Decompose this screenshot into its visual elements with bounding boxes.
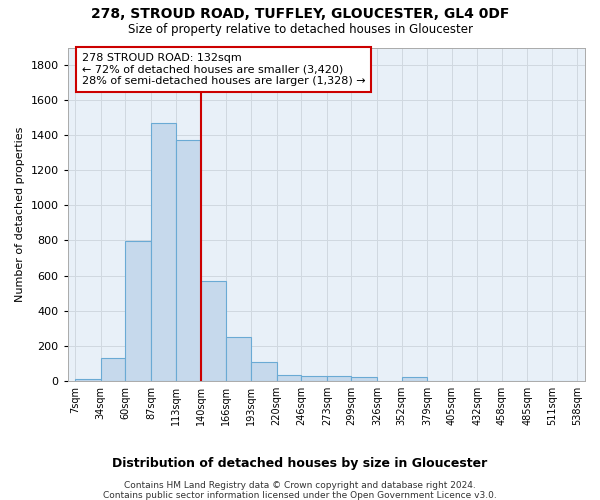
Text: Contains public sector information licensed under the Open Government Licence v3: Contains public sector information licen… [103, 491, 497, 500]
Bar [101, 358, 125, 381]
Bar [277, 374, 301, 381]
Bar [401, 378, 427, 381]
Bar [226, 338, 251, 381]
Bar [125, 242, 151, 381]
Y-axis label: Number of detached properties: Number of detached properties [15, 126, 25, 302]
Bar [75, 379, 101, 381]
Text: Distribution of detached houses by size in Gloucester: Distribution of detached houses by size … [112, 458, 488, 470]
Bar [352, 378, 377, 381]
Text: 278, STROUD ROAD, TUFFLEY, GLOUCESTER, GL4 0DF: 278, STROUD ROAD, TUFFLEY, GLOUCESTER, G… [91, 8, 509, 22]
Bar [176, 140, 201, 381]
Bar [327, 376, 352, 381]
Bar [251, 362, 277, 381]
Bar [301, 376, 327, 381]
Text: Contains HM Land Registry data © Crown copyright and database right 2024.: Contains HM Land Registry data © Crown c… [124, 481, 476, 490]
Text: Size of property relative to detached houses in Gloucester: Size of property relative to detached ho… [128, 22, 473, 36]
Bar [151, 123, 176, 381]
Text: 278 STROUD ROAD: 132sqm
← 72% of detached houses are smaller (3,420)
28% of semi: 278 STROUD ROAD: 132sqm ← 72% of detache… [82, 53, 365, 86]
Bar [201, 281, 226, 381]
